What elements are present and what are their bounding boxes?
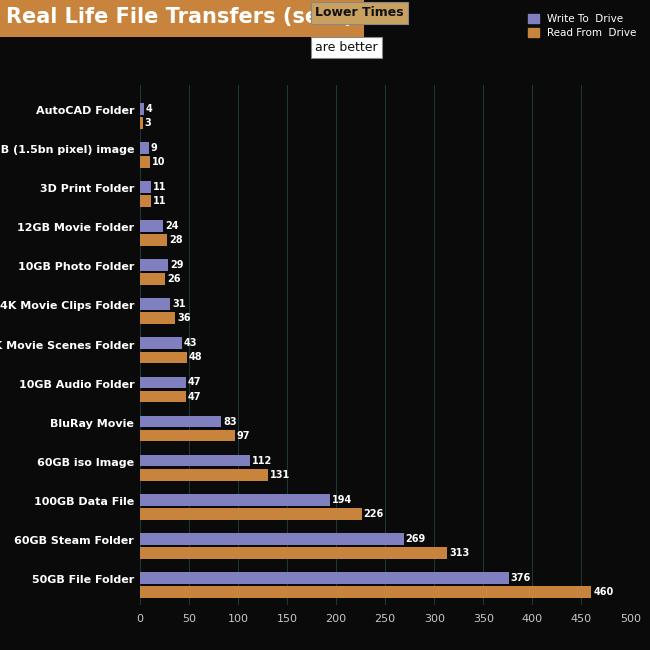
Bar [140, 494, 330, 506]
Text: 43: 43 [184, 339, 198, 348]
Text: 269: 269 [406, 534, 426, 544]
Bar [140, 533, 404, 545]
Text: 9: 9 [151, 143, 157, 153]
Bar [140, 220, 163, 232]
Bar [140, 352, 187, 363]
Text: 11: 11 [153, 196, 166, 206]
Bar [140, 455, 250, 467]
Bar [140, 572, 509, 584]
Text: Lower Times: Lower Times [315, 6, 404, 20]
Text: 48: 48 [188, 352, 202, 363]
Bar [140, 142, 149, 153]
Text: 29: 29 [170, 260, 184, 270]
Bar [140, 274, 165, 285]
Text: 24: 24 [165, 221, 179, 231]
Text: are better: are better [315, 41, 378, 54]
Bar [140, 259, 168, 271]
Bar [140, 469, 268, 480]
Bar [140, 181, 151, 193]
Bar [140, 103, 144, 114]
Text: 4: 4 [146, 104, 152, 114]
Text: 376: 376 [511, 573, 531, 583]
Bar [140, 313, 175, 324]
Text: 11: 11 [153, 182, 166, 192]
Text: 97: 97 [237, 430, 250, 441]
Text: 83: 83 [223, 417, 237, 426]
Bar [140, 430, 235, 441]
Text: 47: 47 [188, 391, 202, 402]
Text: Real Life File Transfers (secs): Real Life File Transfers (secs) [6, 6, 354, 27]
Bar [140, 298, 170, 310]
Bar [140, 415, 221, 428]
Bar [140, 508, 361, 519]
Bar [140, 586, 592, 598]
Text: 313: 313 [449, 548, 469, 558]
Text: 10: 10 [151, 157, 165, 167]
Text: 194: 194 [332, 495, 352, 504]
Text: 47: 47 [188, 378, 202, 387]
Text: 226: 226 [363, 509, 383, 519]
Bar [140, 156, 150, 168]
Text: 112: 112 [252, 456, 272, 465]
Bar [140, 337, 182, 349]
Legend: Write To  Drive, Read From  Drive: Write To Drive, Read From Drive [526, 12, 638, 40]
Text: 26: 26 [167, 274, 181, 284]
Bar [140, 195, 151, 207]
Text: 36: 36 [177, 313, 190, 323]
Text: 131: 131 [270, 470, 291, 480]
Text: 31: 31 [172, 299, 186, 309]
Bar [140, 117, 143, 129]
Text: 460: 460 [593, 587, 614, 597]
Text: 28: 28 [169, 235, 183, 245]
Bar [140, 391, 186, 402]
Text: 3: 3 [145, 118, 151, 128]
Bar [140, 234, 167, 246]
Bar [140, 547, 447, 559]
Bar [140, 376, 186, 388]
